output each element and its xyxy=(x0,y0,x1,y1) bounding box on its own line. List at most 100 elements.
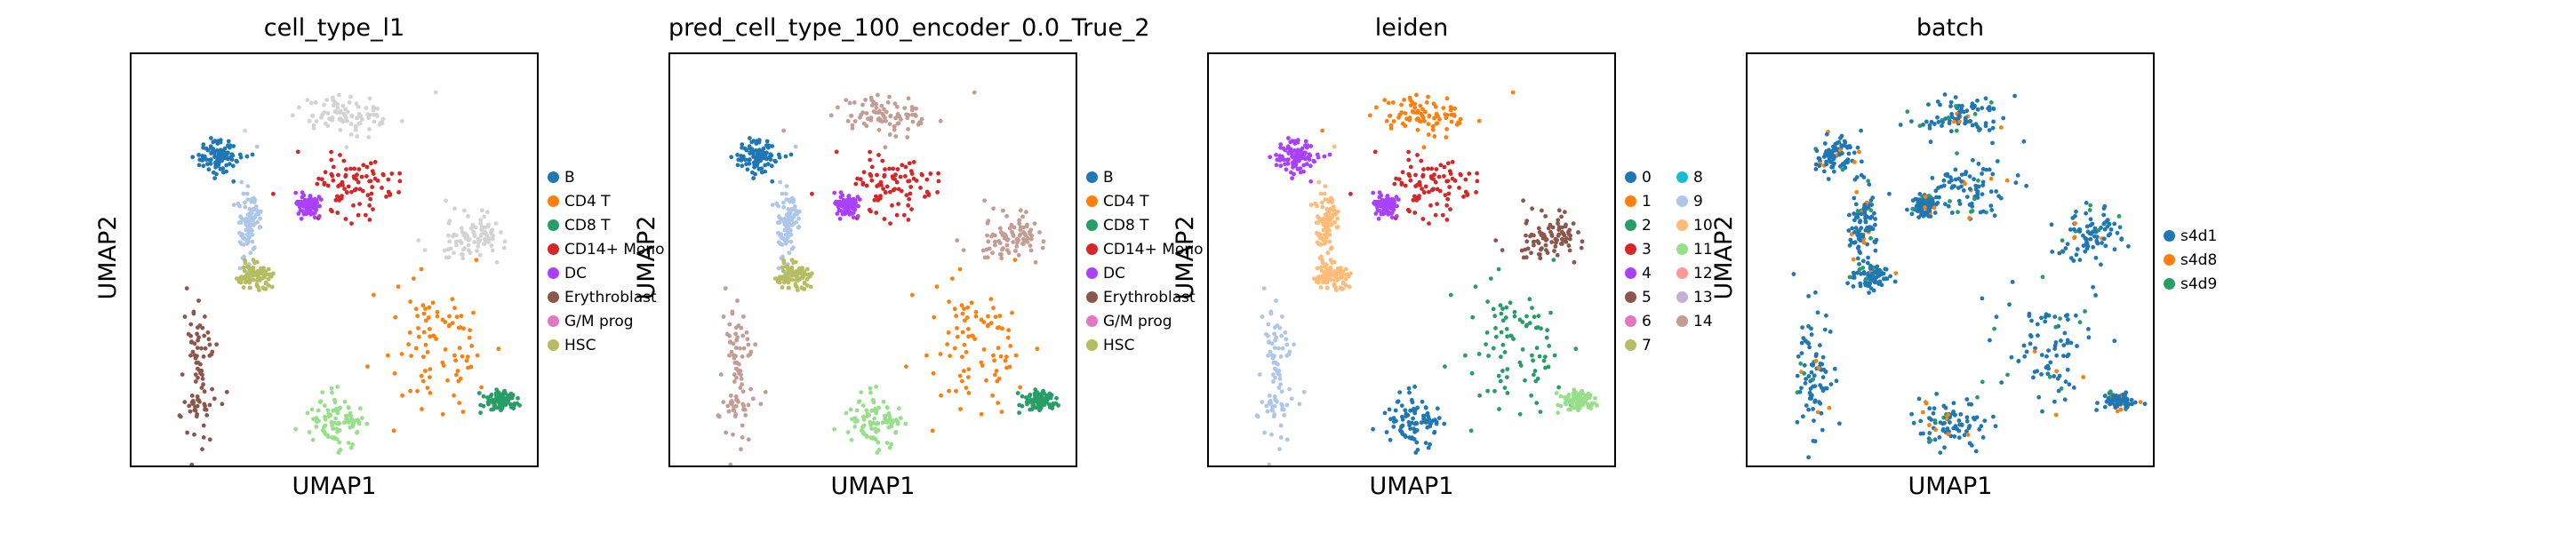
scatter-point xyxy=(1837,421,1842,426)
scatter-point xyxy=(290,113,295,118)
scatter-point xyxy=(1914,203,1919,209)
scatter-point xyxy=(1820,354,1826,360)
scatter-point xyxy=(1505,367,1510,371)
scatter-point xyxy=(895,167,900,171)
legend-marker xyxy=(1625,339,1636,351)
scatter-point xyxy=(425,350,430,354)
scatter-point xyxy=(1374,204,1380,210)
scatter-point xyxy=(872,416,876,421)
scatter-point xyxy=(193,379,198,384)
scatter-point xyxy=(1438,163,1444,168)
scatter-point xyxy=(1532,372,1536,378)
scatter-point xyxy=(2109,400,2115,405)
scatter-point xyxy=(1839,133,1844,139)
scatter-point xyxy=(1018,208,1023,213)
scatter-point xyxy=(1972,112,1978,116)
scatter-point xyxy=(861,417,867,422)
scatter-point xyxy=(372,119,377,124)
scatter-point xyxy=(2053,412,2059,418)
scatter-point xyxy=(1274,153,1278,157)
scatter-point xyxy=(1975,190,1980,195)
scatter-point xyxy=(335,105,340,110)
scatter-point xyxy=(1315,240,1320,244)
scatter-point xyxy=(874,211,879,215)
scatter-point xyxy=(842,211,847,216)
scatter-point xyxy=(481,394,486,399)
scatter-point xyxy=(344,145,349,150)
scatter-point xyxy=(1492,388,1497,394)
scatter-point xyxy=(252,260,257,266)
scatter-point xyxy=(1290,155,1294,159)
scatter-point xyxy=(247,226,252,231)
y-axis-label: UMAP2 xyxy=(633,215,660,300)
scatter-point xyxy=(252,200,257,204)
scatter-point xyxy=(732,372,737,378)
scatter-point xyxy=(379,120,383,125)
scatter-point xyxy=(991,353,996,358)
scatter-point xyxy=(1387,201,1392,206)
scatter-point xyxy=(1560,225,1564,230)
scatter-point xyxy=(852,207,858,212)
scatter-point xyxy=(2022,354,2028,359)
scatter-point xyxy=(1396,399,1401,404)
scatter-point xyxy=(2090,221,2095,227)
scatter-point xyxy=(969,300,974,306)
scatter-point xyxy=(1956,176,1962,181)
scatter-point xyxy=(508,391,514,396)
scatter-point xyxy=(490,227,495,233)
legend-marker xyxy=(2164,278,2175,290)
scatter-point xyxy=(1980,209,1986,214)
scatter-point xyxy=(329,157,334,163)
scatter-point xyxy=(1465,193,1470,198)
scatter-point xyxy=(314,425,319,429)
scatter-point xyxy=(2102,394,2108,398)
scatter-point xyxy=(748,352,753,357)
scatter-point xyxy=(1308,203,1314,208)
scatter-point xyxy=(796,216,801,221)
scatter-point xyxy=(988,321,994,326)
scatter-point xyxy=(2052,346,2058,351)
scatter-point xyxy=(249,211,254,216)
scatter-point xyxy=(878,180,884,186)
scatter-point xyxy=(494,387,500,393)
legend-label: 11 xyxy=(1693,240,1713,259)
scatter-point xyxy=(1025,239,1030,244)
scatter-point xyxy=(876,440,881,445)
scatter-point xyxy=(1989,208,1995,212)
legend-label: B xyxy=(564,168,575,187)
legend-label: 3 xyxy=(1642,240,1652,259)
legend-label: CD8 T xyxy=(1103,216,1149,235)
scatter-point xyxy=(746,157,751,163)
scatter-point xyxy=(1868,286,1874,291)
scatter-point xyxy=(1298,154,1303,159)
scatter-point xyxy=(1954,128,1959,133)
scatter-point xyxy=(447,322,452,328)
scatter-point xyxy=(1016,252,1021,258)
scatter-point xyxy=(1290,151,1294,156)
scatter-point xyxy=(408,388,412,394)
scatter-point xyxy=(1935,115,1940,120)
scatter-point xyxy=(1923,195,1928,199)
scatter-point xyxy=(721,314,726,319)
scatter-point xyxy=(1308,144,1314,148)
scatter-point xyxy=(1820,388,1826,394)
scatter-point xyxy=(1963,121,1967,126)
scatter-point xyxy=(738,386,743,390)
scatter-point xyxy=(1953,95,1958,99)
scatter-point xyxy=(870,420,876,426)
scatter-point xyxy=(508,395,513,401)
scatter-point xyxy=(1505,375,1509,379)
scatter-point xyxy=(2081,375,2086,379)
legend-label: 1 xyxy=(1642,192,1652,211)
scatter-point xyxy=(1856,229,1860,235)
scatter-point xyxy=(1292,342,1296,347)
scatter-point xyxy=(349,221,354,227)
scatter-point xyxy=(1995,159,2000,163)
scatter-point xyxy=(1348,191,1353,196)
scatter-point xyxy=(952,346,957,351)
legend-item: DC xyxy=(1086,261,1203,285)
scatter-point xyxy=(875,172,879,178)
scatter-point xyxy=(751,176,756,181)
scatter-point xyxy=(196,153,201,157)
legend-label: s4d8 xyxy=(2180,251,2218,269)
